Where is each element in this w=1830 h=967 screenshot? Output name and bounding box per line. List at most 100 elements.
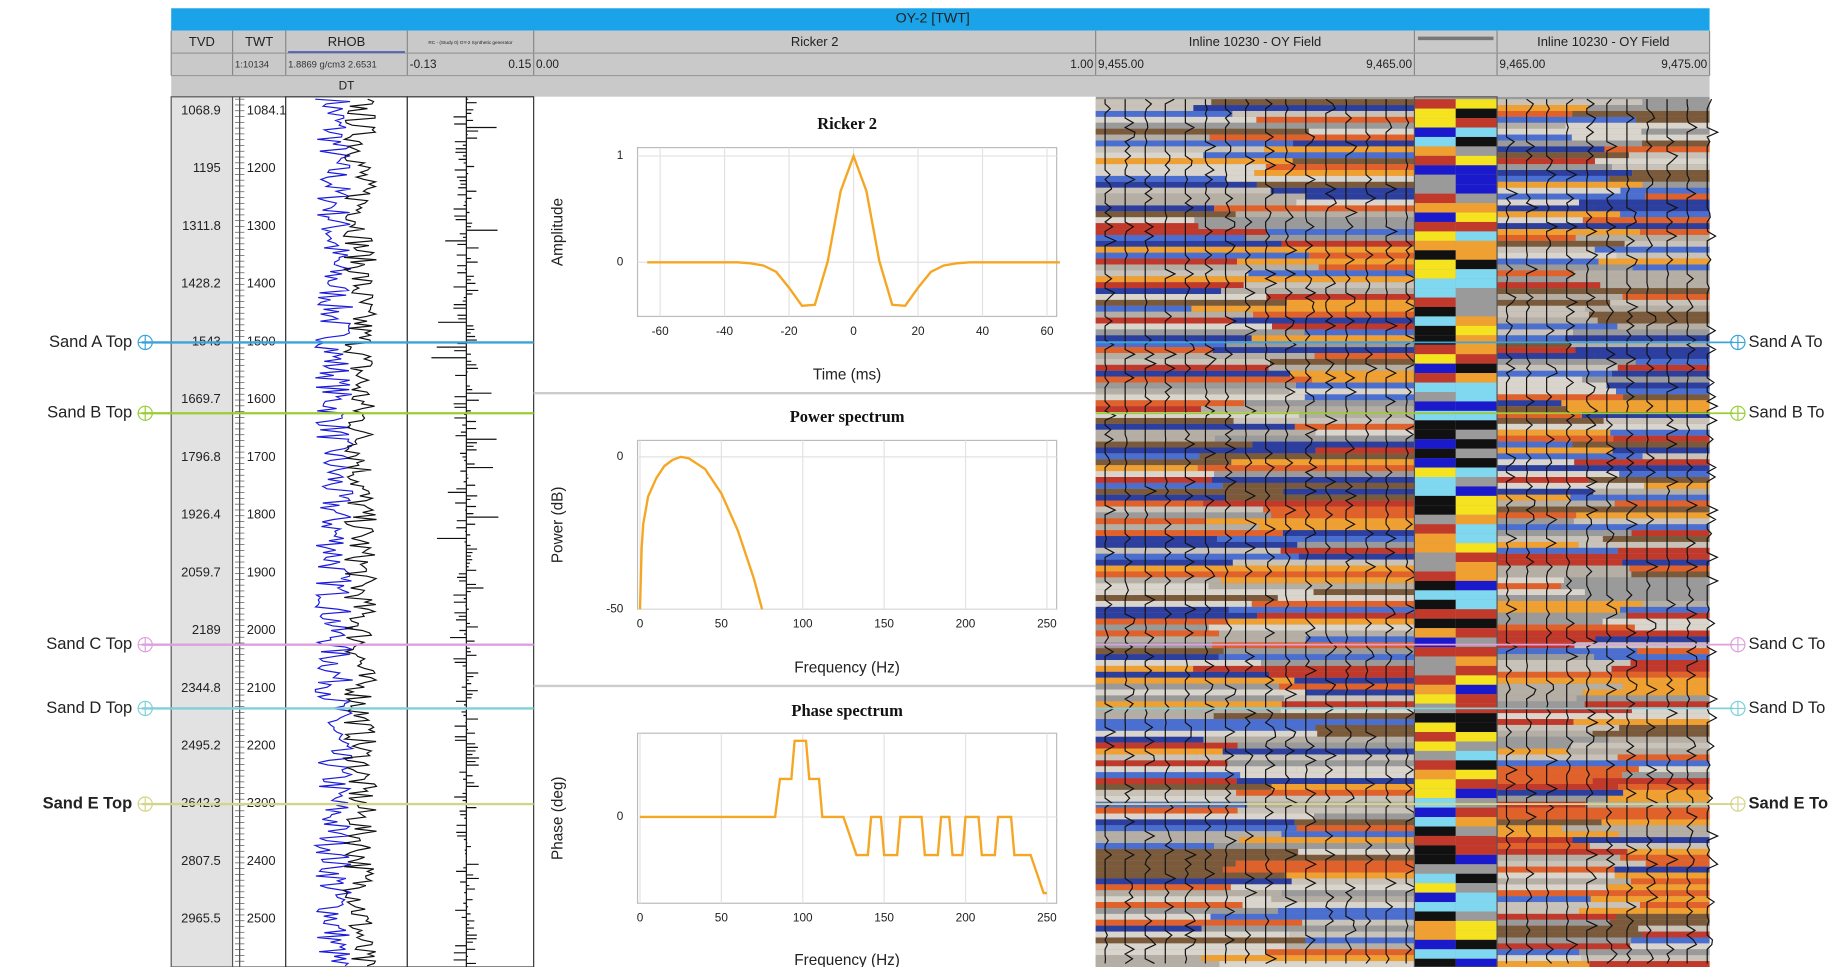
y-axis-label: Phase (deg): [549, 776, 566, 860]
seismic-band: [1095, 636, 1306, 643]
seismic-band: [1305, 689, 1415, 696]
seismic-band: [1095, 872, 1285, 879]
seismic-band: [1193, 665, 1415, 672]
horizon-label-right: Sand D To: [1749, 698, 1826, 717]
twt-track: [231, 96, 287, 967]
seismic-band: [1628, 152, 1710, 159]
seismic-band: [1296, 825, 1415, 832]
seismic-band: [1497, 872, 1615, 879]
synthetic-band: [1414, 344, 1456, 355]
synthetic-band: [1414, 420, 1456, 430]
seismic-band: [1095, 370, 1291, 377]
seismic-band: [1497, 488, 1594, 495]
title-bar: [171, 8, 1710, 31]
seismic-band: [1497, 518, 1574, 525]
synthetic-band: [1414, 363, 1456, 374]
synthetic-band: [1455, 108, 1498, 119]
synthetic-band: [1414, 958, 1456, 967]
seismic-band: [1588, 311, 1710, 318]
seismic-band: [1095, 423, 1295, 430]
seismic-band: [1627, 848, 1710, 855]
seismic-trace: [1565, 98, 1579, 964]
seismic-band: [1225, 494, 1415, 501]
seismic-band: [1232, 110, 1415, 117]
seismic-trace: [1204, 99, 1217, 964]
synthetic-band: [1414, 684, 1456, 695]
seismic-band: [1561, 583, 1710, 590]
synthetic-band: [1414, 429, 1456, 440]
synthetic-band: [1414, 448, 1456, 459]
synthetic-band: [1455, 269, 1498, 279]
seismic-band: [1497, 831, 1620, 838]
wavelet-line: [639, 739, 1047, 895]
seismic-band: [1290, 370, 1415, 377]
column-title: RHOB: [328, 34, 365, 49]
seismic-band: [1497, 772, 1623, 779]
horizon-icon: [138, 637, 153, 652]
seismic-band: [1613, 435, 1710, 442]
seismic-band: [1095, 175, 1227, 182]
synthetic-band: [1455, 306, 1498, 317]
seismic-band: [1497, 105, 1589, 111]
seismic-band: [1095, 837, 1240, 844]
twt-label: 1900: [247, 564, 276, 579]
seismic-band: [1572, 837, 1710, 844]
column-title: Ricker 2: [791, 34, 839, 49]
seismic-band: [1497, 943, 1631, 950]
seismic-band: [1497, 807, 1612, 814]
seismic-band: [1497, 766, 1639, 773]
synthetic-band: [1455, 297, 1498, 307]
synthetic-band: [1414, 193, 1456, 204]
column-title: Inline 10230 - OY Field: [1189, 34, 1321, 49]
seismic-band: [1254, 170, 1415, 176]
seismic-band: [1561, 506, 1710, 513]
synthetic-band: [1414, 618, 1456, 629]
seismic-band: [1594, 353, 1710, 359]
seismic-band: [1095, 559, 1233, 566]
seismic-band: [1095, 99, 1212, 106]
seismic-trace: [1244, 98, 1258, 964]
tvd-label: 1428.2: [181, 276, 221, 291]
synthetic-band: [1455, 684, 1498, 695]
seismic-band: [1201, 955, 1415, 962]
seismic-band: [1622, 559, 1710, 566]
synthetic-band: [1414, 240, 1456, 251]
synthetic-band: [1455, 949, 1498, 959]
seismic-band: [1623, 394, 1710, 401]
plot-area: [636, 732, 1058, 904]
seismic-band: [1095, 878, 1292, 885]
seismic-band: [1497, 583, 1562, 590]
seismic-band: [1622, 683, 1710, 690]
seismic-band: [1497, 654, 1595, 661]
synthetic-band: [1414, 354, 1456, 364]
seismic-band: [1637, 648, 1710, 655]
seismic-band: [1581, 955, 1710, 962]
seismic-band: [1196, 754, 1415, 761]
seismic-band: [1497, 854, 1621, 861]
seismic-band: [1497, 624, 1635, 631]
seismic-band: [1095, 772, 1241, 779]
seismic-band: [1619, 471, 1710, 478]
seismic-band: [1306, 193, 1415, 200]
seismic-band: [1610, 429, 1710, 436]
seismic-band: [1095, 630, 1220, 637]
chart-title: Power spectrum: [790, 407, 905, 426]
max-label: 9,475.00: [1661, 57, 1707, 71]
seismic-trace: [1324, 98, 1338, 964]
seismic-band: [1203, 152, 1415, 159]
seismic-band: [1620, 211, 1710, 218]
seismic-band: [1497, 689, 1583, 696]
window-title: OY-2 [TWT]: [896, 11, 970, 27]
seismic-band: [1497, 353, 1595, 359]
horizon-icon: [1730, 701, 1745, 716]
seismic-band: [1497, 146, 1605, 153]
seismic-band: [1576, 512, 1710, 519]
synthetic-band: [1414, 779, 1456, 789]
y-tick-label: -50: [606, 601, 623, 615]
horizon-label: Sand A Top: [49, 332, 132, 351]
seismic-band: [1497, 400, 1562, 407]
seismic-band: [1095, 612, 1258, 619]
synthetic-band: [1414, 221, 1456, 232]
seismic-band: [1497, 902, 1640, 908]
